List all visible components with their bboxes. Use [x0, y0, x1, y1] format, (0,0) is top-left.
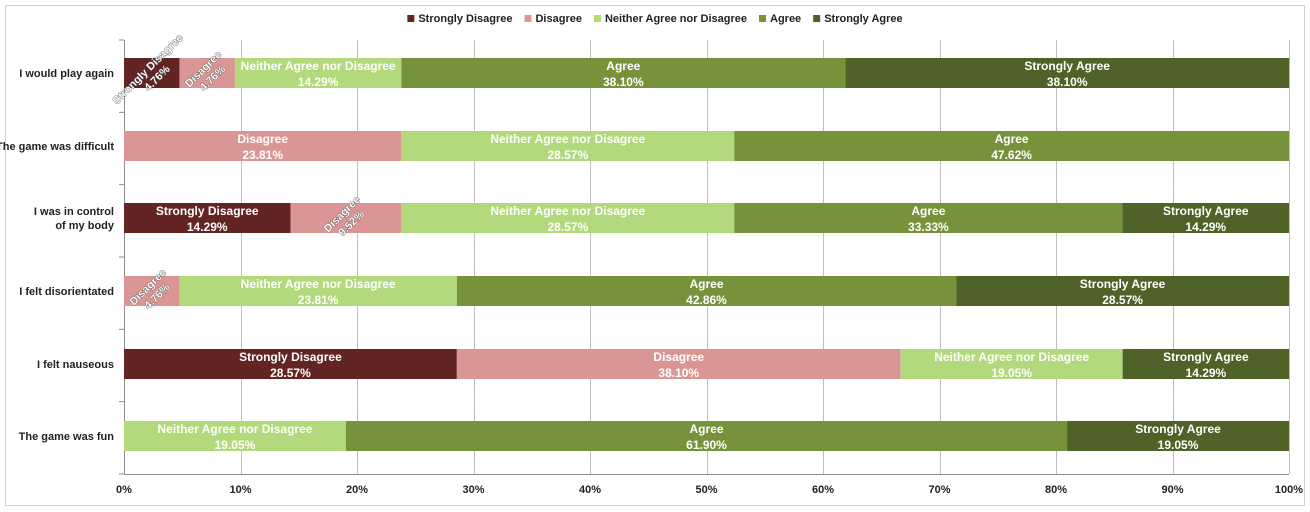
bar-segment-agree	[734, 203, 1123, 233]
bar-segment-strongly-disagree	[124, 349, 457, 379]
bar-segment-strongly-agree	[1122, 203, 1289, 233]
bar-segment-agree	[345, 421, 1068, 451]
data-label-value: 14.29%	[1185, 220, 1226, 234]
data-label-value: 23.81%	[298, 293, 339, 307]
category-label: I was in control of my body	[34, 206, 115, 232]
data-label-series: Agree	[689, 422, 723, 436]
legend-entry: Strongly Disagree	[418, 13, 512, 25]
data-label-series: Agree	[689, 277, 723, 291]
data-label-series: Strongly Agree	[1163, 204, 1249, 218]
category-label: I would play again	[19, 68, 114, 80]
data-label-series: Strongly Agree	[1163, 350, 1249, 364]
category-label: The game was difficult	[0, 141, 114, 153]
data-label-series: Disagree	[653, 350, 704, 364]
legend-entry: Agree	[770, 13, 801, 25]
data-label-value: 28.57%	[1102, 293, 1143, 307]
bar-segment-strongly-agree	[1122, 349, 1290, 379]
bar-segment-agree	[734, 131, 1289, 161]
data-label-series: Agree	[606, 59, 640, 73]
bar-segment-neither-agree-nor-disagree	[401, 131, 735, 161]
data-label-value: 42.86%	[686, 293, 727, 307]
bar-segment-neither-agree-nor-disagree	[234, 58, 402, 88]
data-label-series: Neither Agree nor Disagree	[241, 277, 396, 291]
bar-segment-neither-agree-nor-disagree	[124, 421, 346, 451]
data-label-value: 14.29%	[187, 220, 228, 234]
x-tick-label: 90%	[1161, 484, 1183, 496]
data-label-series: Strongly Disagree	[239, 350, 342, 364]
legend-swatch-strongly-agree	[813, 15, 821, 22]
x-tick-label: 70%	[928, 484, 950, 496]
legend-entry: Disagree	[535, 13, 581, 25]
legend-swatch-neither-agree-nor-disagree	[593, 15, 601, 22]
x-tick-label: 100%	[1275, 484, 1303, 496]
data-label-value: 38.10%	[658, 366, 699, 380]
bar-segment-strongly-agree	[845, 58, 1290, 88]
bar-segment-disagree	[179, 58, 235, 88]
data-label-value: 38.10%	[603, 75, 644, 89]
data-label-value: 61.90%	[686, 438, 727, 452]
x-tick-label: 80%	[1045, 484, 1067, 496]
category-label: The game was fun	[19, 431, 115, 443]
category-label: I felt nauseous	[37, 359, 114, 371]
x-tick-label: 50%	[695, 484, 717, 496]
legend-swatch-strongly-disagree	[407, 15, 415, 22]
data-label-series: Strongly Disagree	[156, 204, 259, 218]
bar-segment-strongly-agree	[1067, 421, 1289, 451]
bar-segment-strongly-disagree	[124, 58, 180, 88]
data-label-value: 19.05%	[991, 366, 1032, 380]
data-label-value: 28.57%	[547, 148, 588, 162]
data-label-value: 38.10%	[1047, 75, 1088, 89]
category-label: I felt disorientated	[19, 286, 114, 298]
data-label-value: 28.57%	[547, 220, 588, 234]
bar-segment-agree	[456, 276, 957, 306]
bar-segment-disagree	[124, 131, 402, 161]
x-tick-label: 30%	[462, 484, 484, 496]
data-label-value: 14.29%	[298, 75, 339, 89]
data-label-value: 23.81%	[242, 148, 283, 162]
legend-swatch-disagree	[524, 15, 532, 22]
data-label-series: Neither Agree nor Disagree	[934, 350, 1089, 364]
bar-segment-agree	[401, 58, 846, 88]
x-tick-label: 40%	[579, 484, 601, 496]
data-label-series: Neither Agree nor Disagree	[490, 132, 645, 146]
bar-segment-disagree	[124, 276, 180, 306]
data-label-value: 19.05%	[1158, 438, 1199, 452]
data-label-series: Neither Agree nor Disagree	[241, 59, 396, 73]
x-tick-label: 10%	[229, 484, 251, 496]
data-label-value: 28.57%	[270, 366, 311, 380]
data-label-series: Neither Agree nor Disagree	[157, 422, 312, 436]
data-label-series: Agree	[995, 132, 1029, 146]
bar-segment-disagree	[290, 203, 402, 233]
bar-segment-neither-agree-nor-disagree	[179, 276, 457, 306]
data-label-series: Strongly Agree	[1135, 422, 1221, 436]
bar-segment-neither-agree-nor-disagree	[900, 349, 1123, 379]
data-label-value: 47.62%	[991, 148, 1032, 162]
legend-entry: Neither Agree nor Disagree	[605, 13, 747, 25]
data-label-value: 33.33%	[908, 220, 949, 234]
x-tick-label: 0%	[116, 484, 132, 496]
bar-segment-disagree	[456, 349, 901, 379]
data-label-series: Strongly Agree	[1024, 59, 1110, 73]
data-label-series: Strongly Agree	[1080, 277, 1166, 291]
bar-segment-neither-agree-nor-disagree	[401, 203, 735, 233]
data-label-series: Agree	[911, 204, 945, 218]
bar-segment-strongly-agree	[956, 276, 1289, 306]
data-label-value: 14.29%	[1186, 366, 1227, 380]
bar-segment-strongly-disagree	[124, 203, 291, 233]
chart-frame	[5, 5, 1305, 506]
x-tick-label: 20%	[346, 484, 368, 496]
data-label-series: Disagree	[237, 132, 288, 146]
data-label-value: 19.05%	[215, 438, 256, 452]
legend-entry: Strongly Agree	[824, 13, 902, 25]
x-tick-label: 60%	[812, 484, 834, 496]
legend-swatch-agree	[759, 15, 767, 22]
data-label-series: Neither Agree nor Disagree	[490, 204, 645, 218]
